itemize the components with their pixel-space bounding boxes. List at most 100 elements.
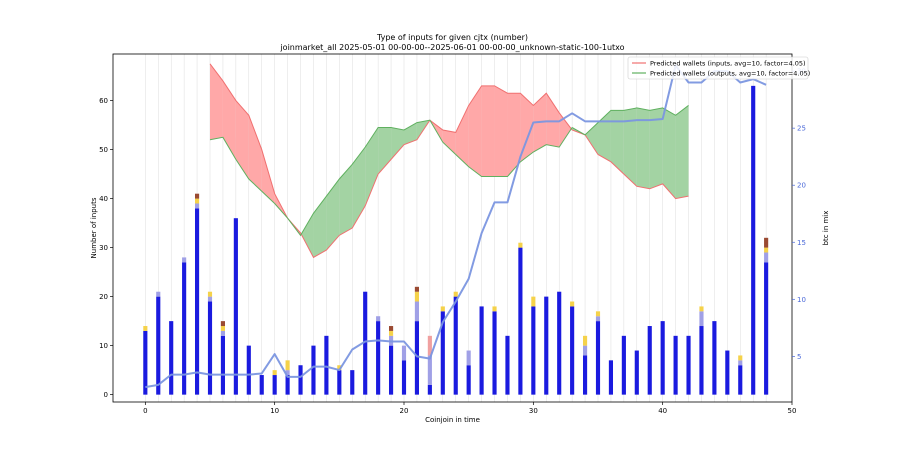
bar-fresh [621,335,626,395]
bar-remix [764,252,769,263]
bar-yellow [194,198,200,204]
bar-yellow [285,360,290,371]
bar-fresh [518,247,523,395]
bar-fresh [143,330,148,395]
inputs-band-segment [442,129,456,155]
y-right-tick-label: 25 [797,125,806,133]
bar-fresh [440,311,445,395]
bar-fresh [660,321,665,395]
bar-yellow [582,335,588,346]
bar-fresh [686,335,691,395]
y-right-tick-label: 5 [797,353,801,361]
bar-brown [388,326,394,331]
y-tick-label: 20 [99,293,108,301]
bar-brown [764,237,769,248]
bar-yellow [518,242,523,248]
outputs-band-segment [649,107,663,189]
bar-fresh [595,321,601,395]
x-axis-title: Coinjoin in time [425,416,480,424]
outputs-band-segment [610,110,624,175]
bar-fresh [246,345,251,395]
inputs-band-segment [559,112,572,148]
outputs-band-segment [598,110,611,162]
inputs-band-segment [546,93,560,148]
bar-fresh [194,208,200,395]
bar-fresh [699,326,704,395]
bar-fresh [376,321,381,395]
outputs-band-segment [662,107,676,199]
bar-fresh [363,291,368,395]
inputs-band-segment [261,149,275,204]
bar-fresh [582,355,588,395]
bar-fresh [414,321,420,395]
bar-remix [738,360,743,366]
bar-yellow [453,291,458,297]
y-axis-right-title: btc in mix [822,211,830,246]
bar-remix [595,316,601,322]
bar-fresh [324,335,329,395]
outputs-line [209,105,689,237]
bar-fresh [531,306,536,395]
outputs-band-segment [675,105,689,199]
x-tick-label: 0 [143,407,147,415]
bar-remix [182,257,187,263]
bar-fresh [156,296,161,395]
bar-remix [194,203,200,209]
bar-fresh [272,375,277,395]
legend-box [627,56,809,80]
bar-fresh [427,384,432,395]
bar-fresh [350,370,355,395]
y-tick-label: 40 [99,195,108,203]
area-layer [209,63,689,259]
y-tick-label: 30 [99,244,108,252]
bar-fresh [479,306,484,395]
bar-yellow [388,330,394,336]
bar-remix [582,345,588,356]
y-right-tick-label: 10 [797,296,806,304]
outputs-band-segment [301,213,314,258]
bar-fresh [725,350,730,395]
inputs-band-segment [520,93,534,162]
outputs-band-segment [365,127,379,206]
bar-fresh [220,335,226,395]
x-tick-label: 50 [788,407,797,415]
outputs-band-segment [339,164,353,236]
legend: Predicted wallets (inputs, avg=10, facto… [627,56,810,80]
bar-yellow [220,326,226,331]
bar-layer [143,85,769,395]
bar-fresh [311,345,316,395]
bar-yellow [570,301,575,307]
bar-fresh [466,365,471,395]
bar-brown [220,321,226,327]
plot-frame [112,53,793,403]
inputs-band-segment [481,85,495,177]
bar-remix [699,311,704,327]
bar-fresh [388,345,394,395]
bar-fresh [285,375,290,395]
y-tick-label: 0 [104,391,108,399]
x-tick-label: 40 [658,407,667,415]
bar-yellow [764,247,769,253]
y-tick-label: 50 [99,146,108,154]
outputs-band-segment [585,122,598,155]
inputs-band-segment [248,115,262,192]
bar-remix [401,345,407,361]
bar-yellow [699,306,704,312]
y-right-tick-label: 15 [797,239,806,247]
bar-fresh [505,335,510,395]
bar-remix [414,301,420,322]
bar-fresh [738,365,743,395]
bar-yellow [143,326,148,331]
bar-remix [220,330,226,336]
bar-yellow [492,306,497,312]
bar-yellow [414,291,420,302]
bar-fresh [169,321,174,395]
bar-fresh [634,350,639,395]
legend-label-outputs: Predicted wallets (outputs, avg=10, fact… [650,70,810,78]
outputs-band-segment [391,127,404,160]
inputs-band-segment [494,85,508,177]
bar-remix [156,291,161,297]
y-right-tick-label: 20 [797,182,806,190]
